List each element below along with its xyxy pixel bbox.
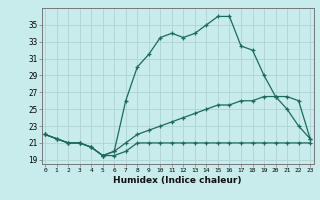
- X-axis label: Humidex (Indice chaleur): Humidex (Indice chaleur): [113, 176, 242, 185]
